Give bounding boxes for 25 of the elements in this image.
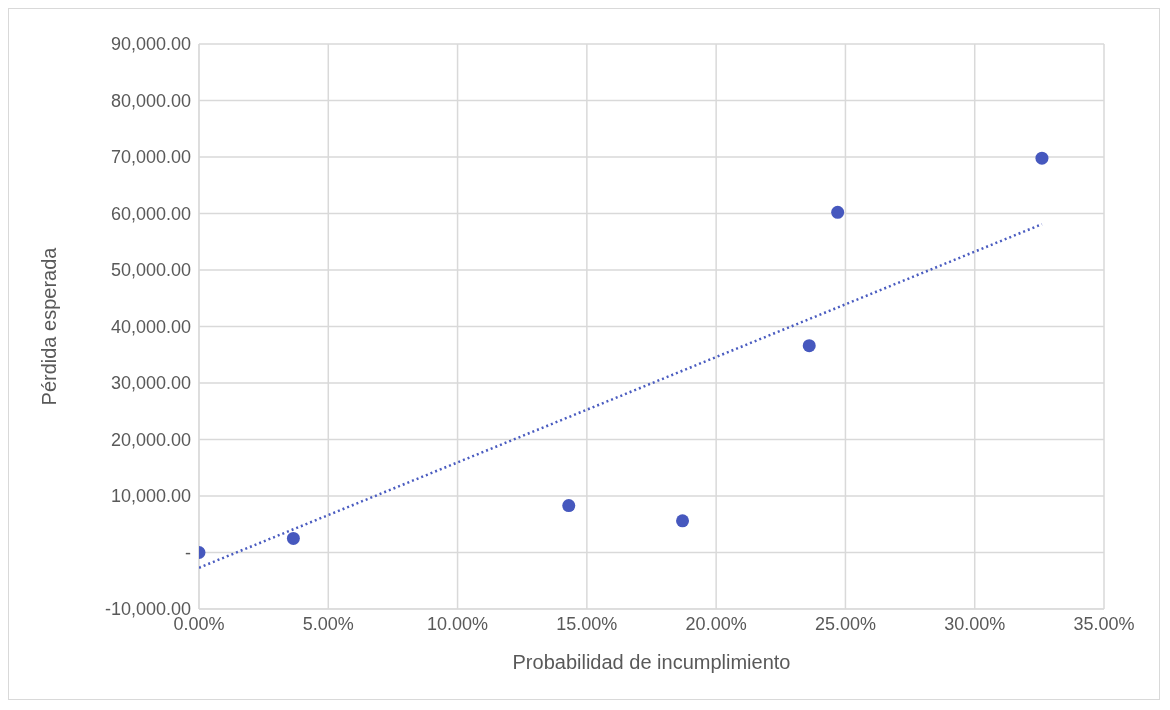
x-tick-label: 5.00%	[302, 613, 354, 634]
y-tick-label: 70,000.00	[110, 147, 191, 168]
x-tick-label: 20.00%	[685, 613, 747, 634]
x-tick-label: 10.00%	[427, 613, 489, 634]
point	[1035, 151, 1049, 165]
x-axis-title: Probabilidad de incumplimiento	[512, 651, 791, 673]
y-tick-label: 50,000.00	[110, 260, 191, 281]
y-axis-title: Pérdida esperada	[38, 246, 61, 406]
y-tick-label: 40,000.00	[110, 316, 191, 337]
y-tick-label: 90,000.00	[110, 34, 191, 55]
point	[286, 531, 300, 545]
y-tick-label: 30,000.00	[110, 373, 191, 394]
point	[802, 339, 816, 353]
x-tick-label: 15.00%	[556, 613, 618, 634]
x-tick-label: 35.00%	[1073, 613, 1135, 634]
point	[676, 514, 690, 528]
x-tick-label: 30.00%	[944, 613, 1006, 634]
point	[831, 205, 845, 219]
y-tick-label: -	[185, 542, 191, 563]
x-tick-label: 25.00%	[814, 613, 876, 634]
y-tick-label: 80,000.00	[110, 90, 191, 111]
y-tick-label: 20,000.00	[110, 429, 191, 450]
point	[562, 499, 576, 513]
y-tick-label: 60,000.00	[110, 203, 191, 224]
y-tick-label: 10,000.00	[110, 486, 191, 507]
